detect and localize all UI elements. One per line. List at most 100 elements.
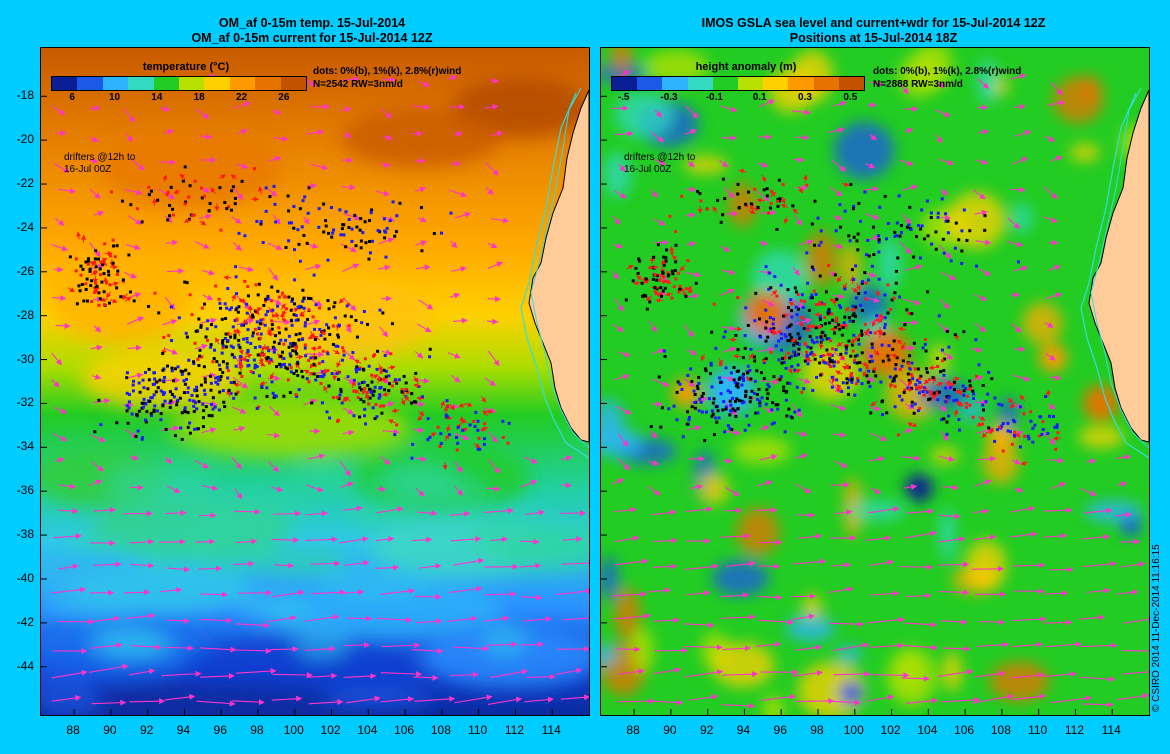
drifter-dot	[246, 284, 250, 288]
current-vector	[1084, 507, 1113, 514]
drifter-track	[68, 287, 75, 293]
drifter-dot	[226, 376, 230, 380]
current-vector	[869, 642, 904, 649]
drifter-track	[712, 206, 718, 214]
drifter-dot	[287, 209, 291, 213]
drifter-dot	[359, 397, 363, 401]
drifter-dot	[709, 363, 713, 367]
current-vector	[90, 105, 101, 112]
drifter-dot	[180, 437, 184, 441]
drifter-dot	[74, 257, 78, 261]
current-vector	[415, 240, 427, 247]
drifter-dot	[428, 435, 432, 439]
drifter-dot	[220, 351, 224, 355]
drifter-dot	[778, 197, 782, 201]
current-vector	[760, 693, 796, 701]
drifter-dot	[372, 389, 376, 393]
current-vector	[971, 346, 983, 353]
drifter-dot	[483, 422, 487, 426]
temperature-patch	[341, 108, 501, 168]
current-vector	[613, 613, 651, 620]
drifter-track	[819, 341, 824, 350]
drifter-dot	[404, 381, 408, 385]
current-vector	[1043, 186, 1058, 200]
drifter-dot	[84, 287, 88, 291]
drifter-dot	[779, 337, 783, 341]
drifter-dot	[406, 390, 410, 394]
drifter-dot	[175, 403, 179, 407]
drifter-dot	[307, 308, 311, 312]
drifter-dot	[183, 382, 187, 386]
current-vector	[1042, 431, 1056, 445]
drifter-dot	[318, 327, 322, 331]
drifter-dot	[290, 344, 294, 348]
current-vector	[233, 508, 261, 515]
drifter-dot	[676, 380, 680, 384]
current-vector	[55, 457, 65, 464]
drifter-dot	[860, 281, 864, 285]
current-vector	[688, 693, 718, 701]
colorbar-swatch	[813, 77, 839, 90]
current-vector	[1044, 135, 1056, 142]
drifter-dot	[276, 304, 280, 308]
current-vector	[617, 433, 629, 447]
drifter-dot	[723, 197, 727, 201]
drifter-dot	[734, 384, 738, 388]
current-vector	[271, 537, 300, 544]
drifter-dot	[222, 400, 226, 404]
drifter-dot	[129, 203, 133, 207]
drifter-dot	[411, 442, 415, 446]
drifter-dot	[153, 404, 157, 408]
drifter-dot	[226, 287, 230, 291]
drifter-dot	[374, 403, 378, 407]
drifter-dot	[245, 337, 249, 341]
current-vector	[903, 621, 937, 628]
drifter-dot	[246, 294, 250, 298]
drifter-dot	[856, 379, 860, 383]
current-vector	[487, 350, 500, 367]
drifter-dot	[913, 367, 917, 371]
drifter-dot	[797, 342, 801, 346]
drifter-dot	[253, 345, 257, 349]
current-vector	[904, 530, 937, 539]
current-vector	[159, 105, 171, 112]
drifter-track	[336, 360, 342, 368]
drifter-dot	[818, 325, 822, 329]
current-vector	[159, 587, 183, 594]
drifter-dot	[80, 282, 84, 286]
drifter-dot	[956, 390, 960, 394]
current-vector	[723, 346, 737, 353]
drifter-dot	[886, 354, 890, 358]
drifter-dot	[127, 400, 131, 404]
drifter-dot	[170, 369, 174, 373]
current-vector	[942, 351, 953, 360]
current-vector	[1081, 533, 1110, 540]
sea-level-eddy	[601, 556, 619, 601]
drifter-dot	[231, 346, 235, 350]
drifter-dot	[857, 291, 861, 295]
drifter-dot	[221, 346, 225, 350]
drifter-dot	[1006, 421, 1010, 425]
drifter-dot	[297, 338, 301, 342]
drifter-track	[259, 380, 268, 386]
drifter-dot	[778, 199, 782, 203]
drifter-dot	[272, 350, 276, 354]
current-vector	[684, 669, 724, 678]
current-vector	[560, 455, 573, 462]
drifter-dot	[924, 338, 928, 342]
drifter-track	[953, 409, 959, 417]
drifter-dot	[914, 383, 918, 387]
drifter-dot	[827, 361, 831, 365]
current-vector	[865, 535, 892, 542]
current-vector	[901, 675, 930, 682]
drifter-dot	[312, 363, 316, 367]
drifter-dot	[140, 437, 144, 441]
drifter-dot	[845, 377, 849, 381]
current-vector	[92, 373, 102, 380]
current-vector	[165, 645, 194, 652]
drifter-dot	[339, 233, 343, 237]
drifter-dot	[1009, 430, 1013, 434]
drifter-dot	[1040, 432, 1044, 436]
current-vector	[305, 263, 322, 270]
drifter-dot	[637, 257, 641, 261]
